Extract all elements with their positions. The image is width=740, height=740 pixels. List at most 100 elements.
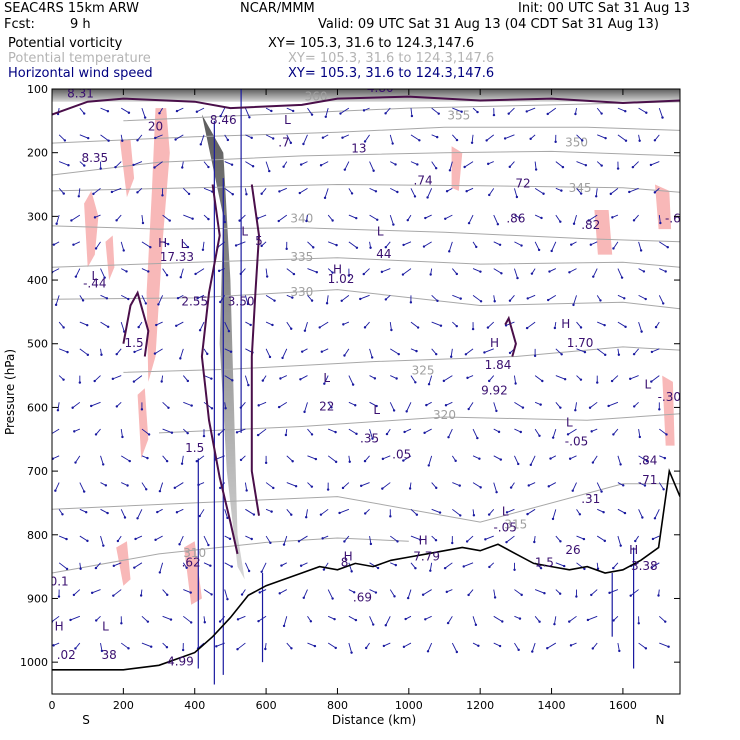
- wind-vector-head: [65, 567, 69, 571]
- wind-vector-head: [362, 272, 365, 276]
- wind-vector-head: [384, 112, 387, 115]
- wind-vector-head: [445, 189, 449, 193]
- wind-vector: [141, 615, 149, 622]
- pv-label: 20: [148, 119, 163, 133]
- wind-vector: [382, 482, 391, 489]
- wind-vector-head: [637, 622, 640, 625]
- wind-vector-head: [340, 299, 343, 303]
- wind-vector-head: [436, 299, 439, 303]
- wind-vector: [326, 295, 329, 304]
- wind-vector-head: [137, 325, 140, 329]
- wind-vector-head: [210, 407, 214, 410]
- pv-label: .7: [278, 135, 289, 149]
- wind-vector-head: [408, 487, 412, 490]
- wind-vector-head: [624, 139, 628, 142]
- wind-vector: [369, 616, 374, 625]
- pv-pink-region: [146, 108, 170, 382]
- wind-vector-head: [574, 409, 577, 412]
- wind-vector-head: [661, 116, 664, 119]
- pv-label: 17.33: [160, 250, 194, 264]
- wind-vector-head: [587, 219, 590, 222]
- wind-vector-head: [100, 649, 104, 653]
- wind-vector: [258, 401, 267, 406]
- pv-label: 22: [319, 400, 334, 414]
- wind-vector-head: [435, 352, 438, 356]
- wind-vector-head: [474, 623, 478, 627]
- wind-vector-head: [147, 270, 150, 273]
- wind-vector-head: [572, 303, 575, 307]
- wind-vector-head: [518, 617, 522, 620]
- wind-vector: [452, 508, 461, 516]
- wind-vector: [265, 294, 275, 302]
- wind-vector: [344, 161, 350, 170]
- wind-vector: [364, 134, 370, 142]
- wind-vector: [162, 214, 171, 221]
- wind-vector: [113, 589, 122, 597]
- wind-vector-head: [330, 406, 333, 409]
- wind-vector: [448, 241, 453, 252]
- wind-vector: [576, 348, 586, 353]
- wind-vector: [286, 455, 293, 462]
- wind-vector-head: [217, 433, 221, 436]
- wind-vector-head: [270, 510, 273, 513]
- wind-vector: [617, 642, 620, 652]
- wind-vector-head: [86, 323, 89, 327]
- wind-vector-head: [245, 193, 248, 196]
- wind-vector: [220, 107, 226, 117]
- pv-label: L: [502, 505, 509, 519]
- wind-vector-head: [321, 136, 325, 139]
- wind-vector: [58, 348, 68, 353]
- wind-vector: [261, 562, 267, 572]
- pv-label: -.05: [565, 435, 588, 449]
- wind-vector-head: [414, 381, 417, 384]
- wind-vector-head: [498, 243, 502, 246]
- wind-vector-head: [422, 245, 426, 248]
- wind-vector: [348, 375, 354, 385]
- wind-vector: [552, 509, 557, 520]
- wind-vector-head: [424, 618, 427, 621]
- pv-label: .31: [581, 492, 600, 506]
- wind-vector: [589, 401, 598, 409]
- wind-vector-head: [654, 325, 658, 329]
- pv-label: H: [344, 549, 353, 563]
- wind-vector: [265, 482, 274, 489]
- wind-vector: [638, 509, 643, 518]
- wind-vector-head: [83, 164, 86, 167]
- pv-label: H: [490, 336, 499, 350]
- wind-vector: [58, 161, 69, 166]
- wind-vector: [183, 214, 193, 220]
- wind-vector-head: [653, 517, 657, 520]
- wind-vector-head: [190, 404, 193, 407]
- wind-vector-head: [563, 564, 566, 568]
- wind-vector-head: [546, 647, 549, 650]
- wind-vector: [638, 455, 648, 462]
- wind-vector: [555, 161, 564, 168]
- wind-vector: [52, 615, 60, 622]
- wind-vector: [283, 535, 288, 545]
- wind-vector-head: [604, 136, 607, 140]
- wind-vector-head: [331, 597, 334, 600]
- wind-vector-head: [157, 303, 160, 306]
- wind-vector: [154, 161, 163, 168]
- wind-vector: [78, 188, 81, 197]
- wind-vector-head: [82, 490, 86, 493]
- pv-label: L: [377, 224, 384, 238]
- wind-vector-head: [305, 219, 308, 223]
- y-tick-label: 400: [27, 274, 48, 287]
- wind-vector-head: [260, 244, 263, 248]
- wind-vector: [513, 375, 517, 384]
- wind-vector: [471, 134, 474, 143]
- wind-vector: [244, 562, 250, 572]
- wind-vector-head: [310, 299, 314, 302]
- wind-vector: [463, 562, 474, 567]
- wind-vector: [348, 214, 357, 219]
- wind-vector-head: [645, 459, 649, 463]
- wind-vector-head: [515, 195, 519, 199]
- wind-vector: [573, 214, 577, 224]
- wind-vector-head: [127, 111, 131, 114]
- wind-vector-head: [460, 110, 463, 113]
- wind-vector: [548, 482, 557, 487]
- wind-vector-head: [526, 297, 529, 300]
- wind-vector-head: [434, 538, 438, 542]
- wind-vector-head: [507, 112, 510, 115]
